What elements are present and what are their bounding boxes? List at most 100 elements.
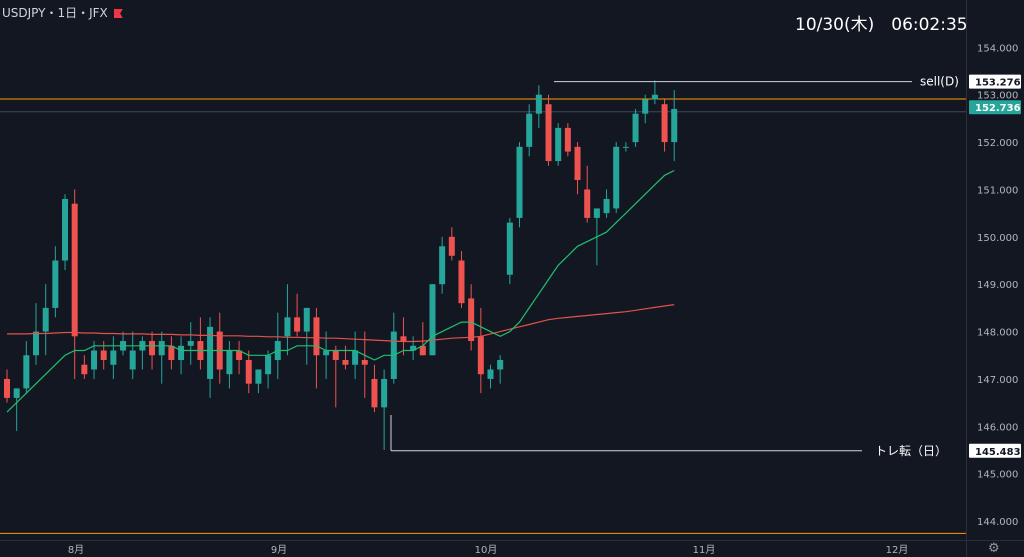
price-tick-label: 146.000 [977, 422, 1018, 433]
candle-body [555, 127, 562, 162]
candle-body [439, 246, 446, 285]
candle-body [651, 94, 658, 100]
candle-body [622, 146, 629, 148]
candle-body [352, 350, 359, 365]
candle-body [371, 378, 378, 408]
sell-annotation-text: sell(D) [920, 75, 959, 89]
price-tick-label: 148.000 [977, 328, 1018, 339]
candle-body [381, 378, 388, 408]
candle-body [535, 94, 542, 114]
candle-body [13, 388, 20, 398]
candle-body [62, 198, 69, 261]
candle-body [303, 307, 310, 332]
candle-body [632, 113, 639, 143]
candle-body [448, 236, 455, 256]
short-moving-average-line [6, 169, 675, 413]
candle-body [361, 360, 368, 365]
candle-body [178, 345, 185, 360]
candle-body [661, 104, 668, 143]
candle-body [400, 336, 407, 342]
candle-body [506, 222, 513, 275]
candle-body [81, 364, 88, 375]
candle-body [574, 146, 581, 180]
candle-body [323, 350, 330, 356]
time-tick-label: 12月 [886, 544, 909, 556]
sell-price-label-box [969, 74, 1021, 89]
candle-body [526, 113, 533, 147]
time-tick-label: 8月 [68, 544, 84, 556]
candle-body [613, 146, 620, 209]
candle-body [71, 203, 78, 337]
candle-body [487, 369, 494, 379]
price-tick-label: 147.000 [977, 375, 1018, 386]
horizontal-lines [0, 98, 966, 534]
candle-body [468, 298, 475, 342]
candle-body [52, 260, 59, 308]
candle-body [516, 146, 523, 218]
reversal-annotation-text: トレ転（日） [875, 444, 947, 458]
annotations: sell(D) トレ転（日） [390, 75, 959, 458]
candle-body [584, 189, 591, 218]
candle-body [149, 341, 156, 356]
candle-body [4, 378, 10, 398]
reversal-price-label-box [969, 443, 1021, 458]
price-tick-label: 149.000 [977, 280, 1018, 291]
price-tick-label: 153.000 [977, 91, 1018, 102]
candle-body [497, 360, 504, 370]
candle-body [593, 208, 600, 218]
candle-body [410, 345, 417, 351]
sell-price-label: 153.276 [975, 78, 1021, 89]
candle-body [332, 350, 339, 360]
candle-body [110, 350, 117, 365]
candle-body [168, 345, 175, 360]
candle-body [100, 350, 107, 360]
candle-body [477, 336, 484, 375]
time-axis: 8月 9月 10月 11月 12月 [68, 544, 909, 556]
price-tick-label: 151.000 [977, 185, 1018, 196]
price-tick-label: 150.000 [977, 233, 1018, 244]
candle-body [158, 341, 165, 356]
candle-body [23, 355, 30, 389]
price-tick-label: 144.000 [977, 517, 1018, 528]
candle-body [187, 341, 194, 346]
candle-body [429, 284, 436, 356]
symbol-header[interactable]: USDJPY・1日・JFX [2, 4, 123, 21]
candle-body [419, 345, 426, 356]
symbol-label: USDJPY・1日・JFX [2, 6, 108, 20]
candle-body [603, 198, 610, 214]
clock: 10/30(木) 06:02:35 [795, 15, 968, 35]
price-tick-label: 152.000 [977, 138, 1018, 149]
candle-body [671, 108, 678, 143]
current-price-label: 152.736 [975, 103, 1021, 114]
time-tick-label: 10月 [475, 544, 498, 556]
price-tick-label: 154.000 [977, 43, 1018, 54]
time-tick-label: 11月 [693, 544, 716, 556]
candle-body [642, 99, 649, 114]
candle-body [294, 317, 301, 332]
reversal-price-label: 145.483 [975, 447, 1021, 458]
long-moving-average-line [7, 304, 675, 343]
candle-body [284, 317, 291, 337]
candles [4, 80, 678, 450]
moving-averages [6, 169, 675, 413]
current-price-label-box [969, 100, 1021, 115]
candle-body [265, 355, 272, 375]
candle-body [236, 350, 243, 360]
candle-body [564, 127, 571, 152]
candle-body [129, 350, 136, 370]
candle-body [33, 331, 40, 356]
candle-body [458, 260, 465, 304]
candle-body [207, 326, 214, 379]
candle-body [245, 360, 252, 384]
candle-body [255, 369, 262, 384]
candle-body [313, 317, 320, 356]
candle-body [226, 350, 233, 375]
flag-icon [113, 9, 123, 18]
candle-body [42, 307, 49, 332]
candle-body [342, 360, 349, 365]
price-tick-label: 145.000 [977, 470, 1018, 481]
gear-icon[interactable]: ⚙ [988, 541, 1000, 556]
candle-body [545, 104, 552, 162]
